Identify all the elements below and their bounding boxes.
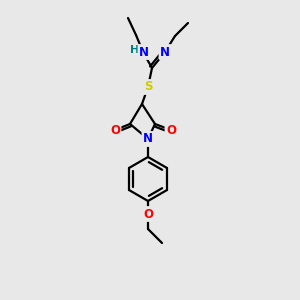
Text: N: N [139,46,149,59]
Text: N: N [143,133,153,146]
Text: N: N [160,46,170,59]
Text: S: S [144,80,152,94]
Text: H: H [130,45,140,55]
Text: O: O [110,124,120,136]
Text: O: O [143,208,153,220]
Text: O: O [166,124,176,136]
